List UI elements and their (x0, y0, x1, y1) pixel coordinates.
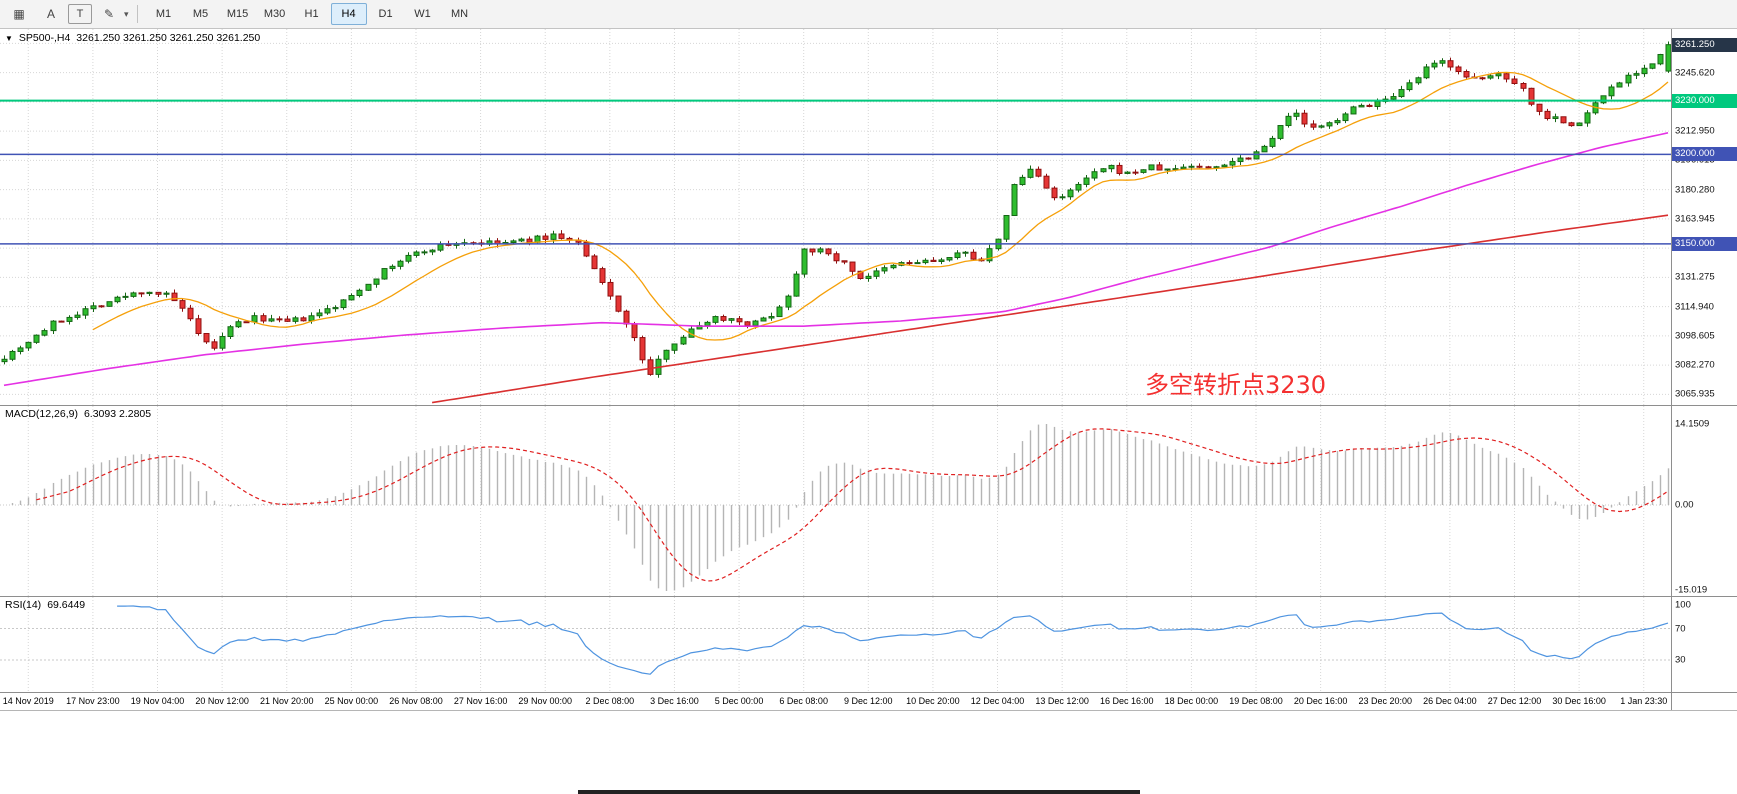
macd-label: MACD(12,26,9) 6.3093 2.2805 (5, 408, 152, 420)
rsi-tick: 70 (1675, 623, 1686, 635)
price-tick: 3065.935 (1675, 388, 1715, 400)
time-label: 16 Dec 16:00 (1100, 696, 1154, 706)
time-label: 20 Nov 12:00 (195, 696, 249, 706)
time-label: 2 Dec 08:00 (585, 696, 635, 706)
symbol-label: SP500-,H4 (18, 32, 71, 44)
time-label: 30 Dec 16:00 (1552, 696, 1606, 706)
time-label: 12 Dec 04:00 (970, 696, 1025, 706)
taskbar-strip (578, 790, 1140, 794)
time-label: 26 Dec 04:00 (1423, 696, 1477, 706)
price-tick: 3082.270 (1675, 359, 1715, 371)
tf-button-H1[interactable]: H1 (304, 8, 319, 20)
price-chart-pane[interactable]: ▼ SP500-,H4 3261.250 3261.250 3261.250 3… (0, 29, 1737, 406)
macd-tick: 14.1509 (1675, 418, 1710, 430)
rsi-tick: 100 (1675, 599, 1691, 611)
text-tool[interactable]: T (68, 4, 92, 24)
price-tick: 3245.620 (1675, 67, 1715, 79)
time-label: 14 Nov 2019 (2, 696, 54, 706)
cursor-a-tool[interactable]: A (46, 7, 55, 21)
time-label: 25 Nov 00:00 (324, 696, 379, 706)
macd-axis[interactable]: 14.1509 0.00 -15.019 (1671, 406, 1737, 596)
time-label: 19 Dec 08:00 (1229, 696, 1283, 706)
toolbar-divider (136, 5, 138, 23)
tf-button-MN[interactable]: MN (450, 8, 469, 20)
toolbar: ▦ A T ✎ ▾ M1 M5 M15 M30 H1 H4 D1 W1 MN (0, 0, 1737, 29)
rsi-label: RSI(14) 69.6449 (5, 599, 86, 611)
dropdown-caret-icon[interactable]: ▾ (124, 8, 129, 19)
tf-button-D1[interactable]: D1 (378, 8, 393, 20)
macd-tick: -15.019 (1675, 584, 1708, 596)
macd-tick: 0.00 (1675, 499, 1694, 511)
level-3230-badge: 3230.000 (1672, 93, 1737, 108)
time-label: 13 Dec 12:00 (1035, 696, 1089, 706)
collapse-arrow-icon[interactable]: ▼ (5, 33, 13, 43)
tool-group: ▦ A T ✎ ▾ (4, 2, 129, 26)
time-label: 27 Dec 12:00 (1487, 696, 1542, 706)
time-label: 23 Dec 20:00 (1358, 696, 1413, 706)
time-label: 27 Nov 16:00 (453, 696, 508, 706)
chart-window: ▼ SP500-,H4 3261.250 3261.250 3261.250 3… (0, 29, 1737, 794)
draw-tool[interactable]: ✎ (103, 7, 115, 21)
time-axis-corner (1671, 693, 1737, 710)
bottom-area (0, 711, 1737, 794)
time-label: 20 Dec 16:00 (1293, 696, 1348, 706)
time-label: 26 Nov 08:00 (389, 696, 443, 706)
time-label: 18 Dec 00:00 (1164, 696, 1219, 706)
time-label: 5 Dec 00:00 (714, 696, 764, 706)
time-label: 19 Nov 04:00 (130, 696, 185, 706)
tf-button-M5[interactable]: M5 (192, 8, 209, 20)
timeframe-group: M1 M5 M15 M30 H1 H4 D1 W1 MN (146, 3, 478, 25)
time-label: 29 Nov 00:00 (518, 696, 572, 706)
tf-button-W1[interactable]: W1 (414, 8, 431, 20)
time-label: 3 Dec 16:00 (650, 696, 699, 706)
time-label: 10 Dec 20:00 (906, 696, 960, 706)
price-tick: 3180.280 (1675, 184, 1715, 196)
grid-icon[interactable]: ▦ (13, 7, 25, 21)
rsi-indicator-pane[interactable]: RSI(14) 69.6449 100 70 30 (0, 597, 1737, 693)
current-price-badge: 3261.250 (1672, 37, 1737, 52)
price-tick: 3098.605 (1675, 330, 1715, 342)
price-tick: 3114.940 (1675, 301, 1714, 313)
rsi-tick: 30 (1675, 654, 1686, 666)
price-tick: 3131.275 (1675, 271, 1715, 283)
time-label: 6 Dec 08:00 (779, 696, 828, 706)
chart-annotation-text: 多空转折点3230 (1145, 371, 1327, 399)
level-3150-badge: 3150.000 (1672, 236, 1737, 251)
level-3200-badge: 3200.000 (1672, 147, 1737, 162)
macd-indicator-pane[interactable]: MACD(12,26,9) 6.3093 2.2805 14.1509 0.00 -… (0, 406, 1737, 597)
time-label: 17 Nov 23:00 (66, 696, 120, 706)
price-tick: 3212.950 (1675, 125, 1715, 137)
time-axis[interactable]: 14 Nov 2019 17 Nov 23:00 19 Nov 04:00 20 No… (0, 693, 1737, 711)
ohlc-readout: ▼ SP500-,H4 3261.250 3261.250 3261.250 3… (5, 32, 260, 44)
price-axis[interactable]: 3261.9553245.6203212.9503196.6153180.280… (1671, 29, 1737, 405)
tf-button-H4[interactable]: H4 (330, 3, 367, 25)
tf-button-M30[interactable]: M30 (263, 8, 286, 20)
rsi-axis[interactable]: 100 70 30 (1671, 597, 1737, 692)
price-tick: 3163.945 (1675, 213, 1715, 225)
ohlc-values: 3261.250 3261.250 3261.250 3261.250 (76, 32, 261, 44)
tf-button-M1[interactable]: M1 (155, 8, 172, 20)
time-label: 9 Dec 12:00 (844, 696, 893, 706)
time-label: 1 Jan 23:30 (1620, 696, 1668, 706)
time-label: 21 Nov 20:00 (259, 696, 314, 706)
tf-button-M15[interactable]: M15 (226, 8, 249, 20)
